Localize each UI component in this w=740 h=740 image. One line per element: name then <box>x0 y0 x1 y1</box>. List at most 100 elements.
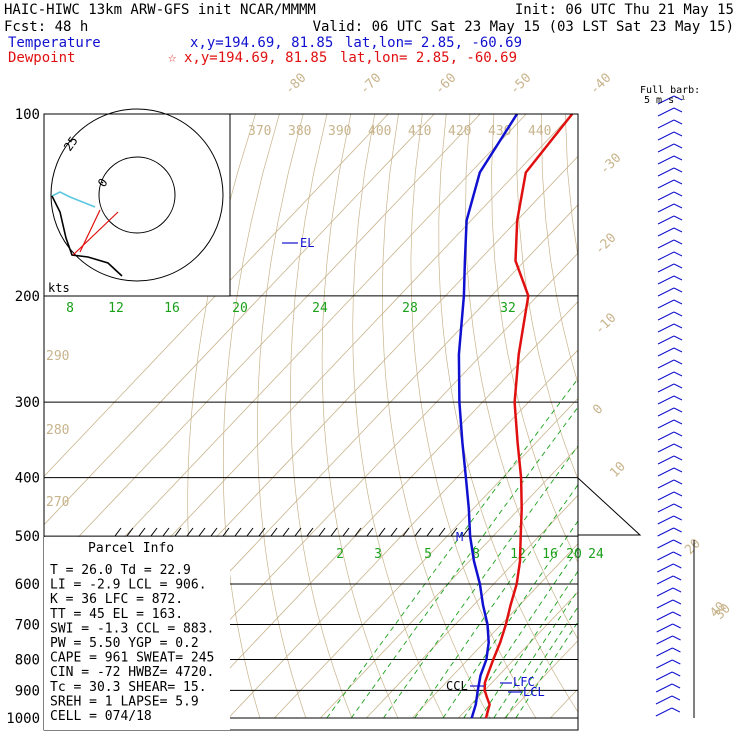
isotherm-label: -50 <box>507 71 534 98</box>
wind-barb <box>657 263 675 273</box>
wind-barb <box>657 275 675 285</box>
wind-barb-flag <box>673 455 683 461</box>
wind-barb-flag <box>673 167 683 173</box>
parcel-info-row: K = 36 LFC = 872. <box>50 592 183 607</box>
freezing-hatch <box>450 527 458 537</box>
isotherm-line <box>366 494 578 719</box>
header-valid: Valid: 06 UTC Sat 23 May 15 (03 LST Sat … <box>313 19 734 35</box>
wind-barb <box>657 323 675 333</box>
mixing-ratio-label: 20 <box>566 547 582 562</box>
wind-barb-flag <box>673 419 683 425</box>
wind-barb-flag <box>673 443 683 449</box>
freezing-hatch <box>414 527 422 537</box>
hodograph-frame <box>43 113 231 297</box>
wind-barb-flag <box>673 563 682 569</box>
wind-barb-flag <box>673 539 682 545</box>
wind-barb <box>657 215 675 225</box>
wind-barb-flag <box>673 527 682 533</box>
wind-barb-flag <box>673 275 683 281</box>
freezing-hatch <box>174 527 182 537</box>
theta-label: 430 <box>488 124 511 139</box>
barb-legend-units: 5 m s⁻¹ <box>644 95 686 106</box>
wind-barb <box>657 419 675 429</box>
pressure-tick-label: 500 <box>15 529 40 545</box>
wind-barb <box>657 155 675 165</box>
isotherm-label: 0 <box>590 402 606 418</box>
theta-label: 400 <box>368 124 391 139</box>
freezing-hatch <box>294 527 302 537</box>
isotherm-line <box>44 114 435 526</box>
freezing-hatch <box>234 527 242 537</box>
wind-barb-flag <box>672 611 682 617</box>
theta-label-low: 270 <box>46 495 69 510</box>
wind-barb-flag <box>672 599 682 605</box>
pressure-lines: 100 200 300 400 500 600 700 800 900 1000 <box>6 107 578 727</box>
pressure-tick-label: 200 <box>15 289 40 305</box>
wind-barb <box>655 683 673 693</box>
wind-barb <box>657 191 675 201</box>
wind-barb-flag <box>673 347 683 353</box>
isotherm-label: -40 <box>587 71 614 98</box>
freezing-hatch <box>330 527 338 537</box>
wind-barb-flag <box>673 515 682 521</box>
wind-barb <box>656 623 673 633</box>
mixing-ratio-label: 8 <box>472 547 480 562</box>
dry-adiabat-line <box>541 114 578 385</box>
wind-barb-flag <box>673 299 683 305</box>
wind-barb <box>656 647 673 657</box>
isotherm-line <box>596 114 740 718</box>
temp-xy: x,y=194.69, 81.85 <box>190 35 333 51</box>
isotherm-label: -30 <box>597 151 624 178</box>
parcel-info-row: SWI = -1.3 CCL = 883. <box>50 621 214 636</box>
wind-barb-flag <box>673 215 683 221</box>
mixing-ratio-line <box>493 589 578 719</box>
profile-dewpoint <box>457 114 519 719</box>
wind-barb-flag <box>673 143 683 149</box>
freezing-hatch <box>150 527 158 537</box>
mixing-ratio-label: 3 <box>374 547 382 562</box>
wind-barb <box>657 551 674 561</box>
dry-adiabat-line <box>438 114 578 713</box>
wind-barb <box>655 695 673 705</box>
wind-barb-flag <box>672 623 681 629</box>
parcel-info-background <box>44 537 230 730</box>
wind-barb-flag <box>673 191 683 197</box>
pressure-tick-label: 700 <box>15 617 40 633</box>
wind-barb <box>657 479 675 489</box>
wind-barb-flag <box>673 491 683 497</box>
dry-adiabat-line <box>516 114 578 480</box>
isotherm-label: -80 <box>282 71 309 98</box>
parcel-info-row: SREH = 1 LAPSE= 5.9 <box>50 694 199 709</box>
dry-adiabat-line <box>732 114 740 718</box>
wind-barb <box>657 539 674 549</box>
pressure-tick-label: 800 <box>15 652 40 668</box>
freezing-hatch <box>282 527 290 537</box>
wind-barb <box>657 287 675 297</box>
mixing-ratio-line <box>515 621 578 719</box>
mixing-ratio-label: 20 <box>232 301 248 316</box>
mixing-ratio-line <box>505 606 578 719</box>
freezing-hatch <box>426 527 434 537</box>
wind-barb <box>657 227 675 237</box>
isotherm-line <box>228 349 578 719</box>
mixing-ratio-line <box>463 547 578 719</box>
freezing-hatch <box>354 527 362 537</box>
dry-adiabat-line <box>257 114 307 719</box>
dry-adiabat-line <box>589 114 740 718</box>
wind-barb-flag <box>673 467 683 473</box>
isotherm-line <box>44 114 481 574</box>
wind-barb <box>657 515 674 525</box>
wind-barb <box>657 143 675 153</box>
dew-legend-label: Dewpoint <box>8 50 75 66</box>
dew-latlon: lat,lon= 2.85, -60.69 <box>340 50 517 66</box>
mixing-ratio-label: 16 <box>542 547 558 562</box>
parcel-info-row: CELL = 074/18 <box>50 709 152 724</box>
wind-barb <box>657 383 675 393</box>
isotherm-label: 20 <box>682 536 704 558</box>
wind-barb-flag <box>672 635 681 641</box>
hodograph-ring-outer <box>50 108 224 282</box>
isotherm-label: -10 <box>592 311 619 338</box>
wind-barb-flag <box>672 659 681 665</box>
